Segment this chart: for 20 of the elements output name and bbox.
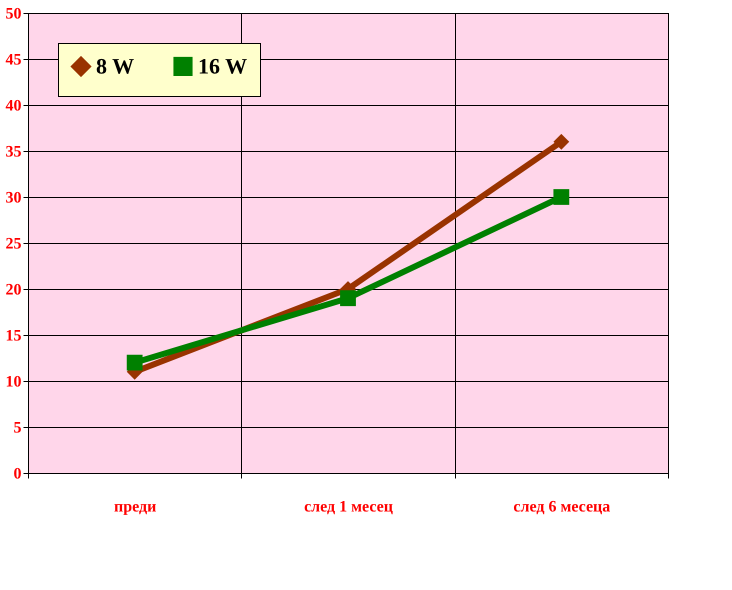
y-tick-label: 25	[6, 236, 22, 252]
x-tick-label: преди	[114, 498, 156, 516]
legend-label: 8 W	[96, 53, 134, 78]
y-tick-label: 50	[6, 6, 22, 22]
point	[126, 354, 143, 371]
y-tick-label: 5	[14, 420, 22, 436]
point	[553, 189, 570, 205]
y-tick-label: 30	[6, 190, 22, 206]
x-tick-label: след 6 месеца	[513, 498, 610, 516]
y-tick-label: 35	[6, 144, 22, 160]
legend-label: 16 W	[198, 53, 248, 78]
point	[553, 134, 570, 150]
y-tick-label: 15	[6, 328, 22, 344]
x-tick-label: след 1 месец	[304, 498, 393, 516]
y-tick-label: 10	[6, 374, 22, 390]
y-tick-label: 0	[14, 466, 22, 482]
y-tick-label: 45	[6, 52, 22, 68]
y-tick-label: 20	[6, 282, 22, 298]
y-tick-label: 40	[6, 98, 22, 114]
point	[340, 290, 356, 306]
